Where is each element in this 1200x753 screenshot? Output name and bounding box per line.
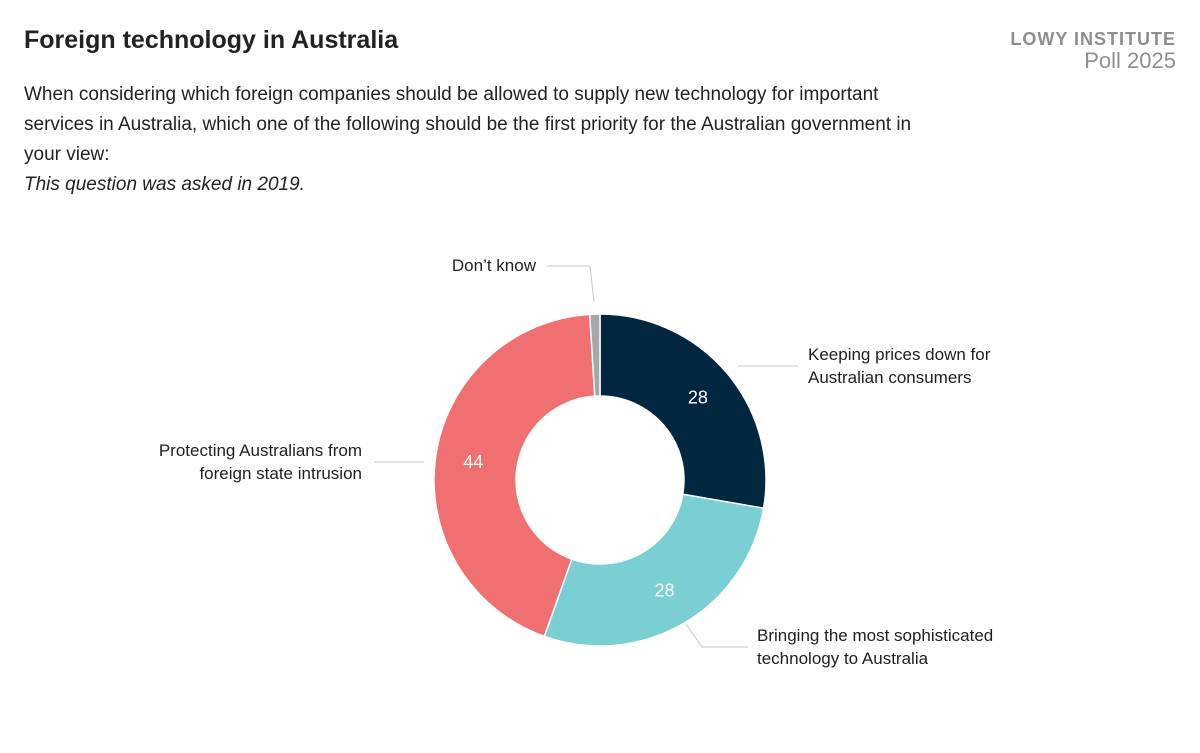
question-text: When considering which foreign companies… [24,84,912,165]
chart-question: When considering which foreign companies… [24,80,924,200]
brand-poll-year: Poll 2025 [1084,48,1176,73]
donut-slice-3 [433,313,596,638]
slice-category-label-3: Protecting Australians from foreign state… [159,441,362,483]
slice-value-label-2: 28 [655,581,675,601]
question-note: This question was asked in 2019. [24,174,305,195]
leader-line-4 [547,265,595,303]
slice-category-label-1: Keeping prices down for Australian consum… [808,345,991,387]
donut-slice-4 [588,313,601,397]
leader-line-2 [685,623,748,648]
donut-slice-1 [599,313,767,510]
slice-value-label-3: 44 [463,452,483,472]
slice-category-label-4: Don’t know [452,256,537,275]
brand-name: LOWY INSTITUTE [1010,29,1176,49]
slice-category-label-2: Bringing the most sophisticated technolog… [757,626,993,668]
slice-value-label-1: 28 [688,388,708,408]
brand-logo: LOWY INSTITUTE Poll 2025 [1010,30,1176,72]
chart-title: Foreign technology in Australia [24,26,399,54]
donut-slice-2 [543,493,765,647]
